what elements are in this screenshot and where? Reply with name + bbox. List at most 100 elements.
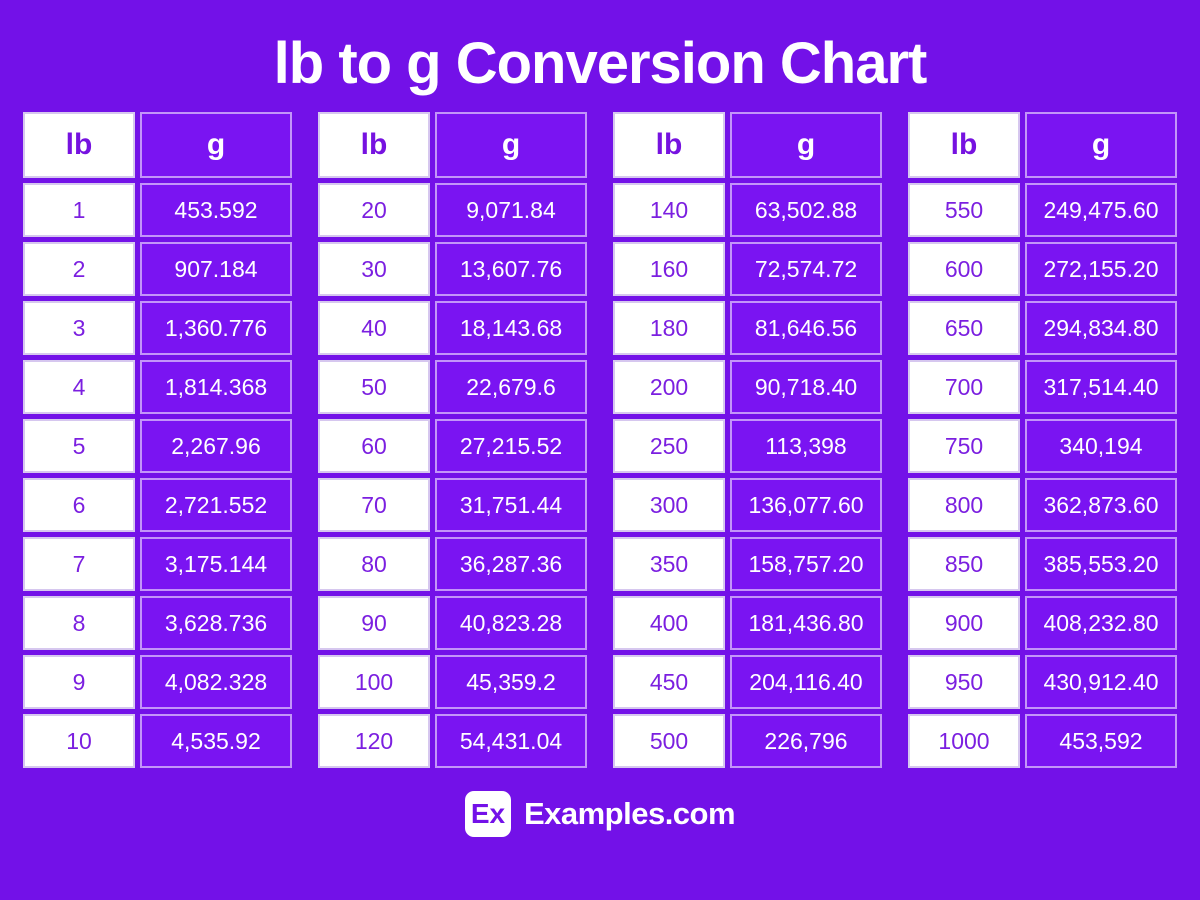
table-row: 600 272,155.20: [908, 242, 1177, 296]
g-value-cell: 408,232.80: [1025, 596, 1177, 650]
g-value-cell: 385,553.20: [1025, 537, 1177, 591]
g-value-cell: 54,431.04: [435, 714, 587, 768]
table-row: 90 40,823.28: [318, 596, 587, 650]
table-row: 100 45,359.2: [318, 655, 587, 709]
g-value-cell: 204,116.40: [730, 655, 882, 709]
lb-value-cell: 250: [613, 419, 725, 473]
g-value-cell: 22,679.6: [435, 360, 587, 414]
g-value-cell: 453.592: [140, 183, 292, 237]
table-row: 60 27,215.52: [318, 419, 587, 473]
g-value-cell: 63,502.88: [730, 183, 882, 237]
column-header-lb: lb: [23, 112, 135, 178]
lb-value-cell: 300: [613, 478, 725, 532]
g-value-cell: 1,814.368: [140, 360, 292, 414]
lb-value-cell: 750: [908, 419, 1020, 473]
g-value-cell: 9,071.84: [435, 183, 587, 237]
lb-value-cell: 100: [318, 655, 430, 709]
g-value-cell: 453,592: [1025, 714, 1177, 768]
lb-value-cell: 1: [23, 183, 135, 237]
g-value-cell: 294,834.80: [1025, 301, 1177, 355]
lb-value-cell: 1000: [908, 714, 1020, 768]
lb-value-cell: 2: [23, 242, 135, 296]
table-row: 250 113,398: [613, 419, 882, 473]
lb-value-cell: 500: [613, 714, 725, 768]
lb-value-cell: 80: [318, 537, 430, 591]
page-title: lb to g Conversion Chart: [273, 31, 928, 96]
lb-value-cell: 120: [318, 714, 430, 768]
g-value-cell: 90,718.40: [730, 360, 882, 414]
g-value-cell: 158,757.20: [730, 537, 882, 591]
lb-value-cell: 50: [318, 360, 430, 414]
lb-value-cell: 180: [613, 301, 725, 355]
g-value-cell: 40,823.28: [435, 596, 587, 650]
g-value-cell: 430,912.40: [1025, 655, 1177, 709]
lb-value-cell: 20: [318, 183, 430, 237]
table-row: 700 317,514.40: [908, 360, 1177, 414]
table-row: 800 362,873.60: [908, 478, 1177, 532]
g-value-cell: 4,082.328: [140, 655, 292, 709]
table-row: 2 907.184: [23, 242, 292, 296]
g-value-cell: 113,398: [730, 419, 882, 473]
lb-value-cell: 3: [23, 301, 135, 355]
column-header-g: g: [1025, 112, 1177, 178]
g-value-cell: 27,215.52: [435, 419, 587, 473]
lb-value-cell: 850: [908, 537, 1020, 591]
table-row: 500 226,796: [613, 714, 882, 768]
table-row: 5 2,267.96: [23, 419, 292, 473]
table-row: 70 31,751.44: [318, 478, 587, 532]
g-value-cell: 13,607.76: [435, 242, 587, 296]
examples-logo-text: Examples.com: [523, 796, 736, 831]
g-value-cell: 907.184: [140, 242, 292, 296]
table-row: 3 1,360.776: [23, 301, 292, 355]
g-value-cell: 272,155.20: [1025, 242, 1177, 296]
lb-value-cell: 7: [23, 537, 135, 591]
table-row: 7 3,175.144: [23, 537, 292, 591]
conversion-table-1: lb g 1 453.592 2 907.184 3 1,360.776 4 1,814.368 5…: [18, 107, 297, 773]
g-value-cell: 4,535.92: [140, 714, 292, 768]
lb-value-cell: 90: [318, 596, 430, 650]
table-row: 20 9,071.84: [318, 183, 587, 237]
g-value-cell: 136,077.60: [730, 478, 882, 532]
column-header-lb: lb: [318, 112, 430, 178]
g-value-cell: 2,267.96: [140, 419, 292, 473]
table-row: 8 3,628.736: [23, 596, 292, 650]
g-value-cell: 249,475.60: [1025, 183, 1177, 237]
lb-value-cell: 400: [613, 596, 725, 650]
table-row: 350 158,757.20: [613, 537, 882, 591]
g-value-cell: 1,360.776: [140, 301, 292, 355]
table-row: 120 54,431.04: [318, 714, 587, 768]
lb-value-cell: 700: [908, 360, 1020, 414]
conversion-table-3: lb g 140 63,502.88 160 72,574.72 180 81,646.56 2…: [608, 107, 887, 773]
column-header-g: g: [140, 112, 292, 178]
lb-value-cell: 450: [613, 655, 725, 709]
lb-value-cell: 9: [23, 655, 135, 709]
g-value-cell: 18,143.68: [435, 301, 587, 355]
column-header-g: g: [730, 112, 882, 178]
lb-value-cell: 900: [908, 596, 1020, 650]
table-row: 400 181,436.80: [613, 596, 882, 650]
table-row: 80 36,287.36: [318, 537, 587, 591]
table-row: 450 204,116.40: [613, 655, 882, 709]
table-row: 650 294,834.80: [908, 301, 1177, 355]
table-row: 900 408,232.80: [908, 596, 1177, 650]
g-value-cell: 81,646.56: [730, 301, 882, 355]
column-header-g: g: [435, 112, 587, 178]
conversion-table-4: lb g 550 249,475.60 600 272,155.20 650 294,834.…: [903, 107, 1182, 773]
table-row: 140 63,502.88: [613, 183, 882, 237]
lb-value-cell: 200: [613, 360, 725, 414]
tables-row: lb g 1 453.592 2 907.184 3 1,360.776 4 1,814.368 5…: [0, 107, 1200, 773]
table-row: 950 430,912.40: [908, 655, 1177, 709]
g-value-cell: 3,628.736: [140, 596, 292, 650]
lb-value-cell: 350: [613, 537, 725, 591]
g-value-cell: 72,574.72: [730, 242, 882, 296]
table-row: 180 81,646.56: [613, 301, 882, 355]
lb-value-cell: 4: [23, 360, 135, 414]
g-value-cell: 31,751.44: [435, 478, 587, 532]
table-row: 200 90,718.40: [613, 360, 882, 414]
table-row: 50 22,679.6: [318, 360, 587, 414]
g-value-cell: 2,721.552: [140, 478, 292, 532]
table-row: 850 385,553.20: [908, 537, 1177, 591]
table-row: 1000 453,592: [908, 714, 1177, 768]
table-row: 550 249,475.60: [908, 183, 1177, 237]
lb-value-cell: 550: [908, 183, 1020, 237]
